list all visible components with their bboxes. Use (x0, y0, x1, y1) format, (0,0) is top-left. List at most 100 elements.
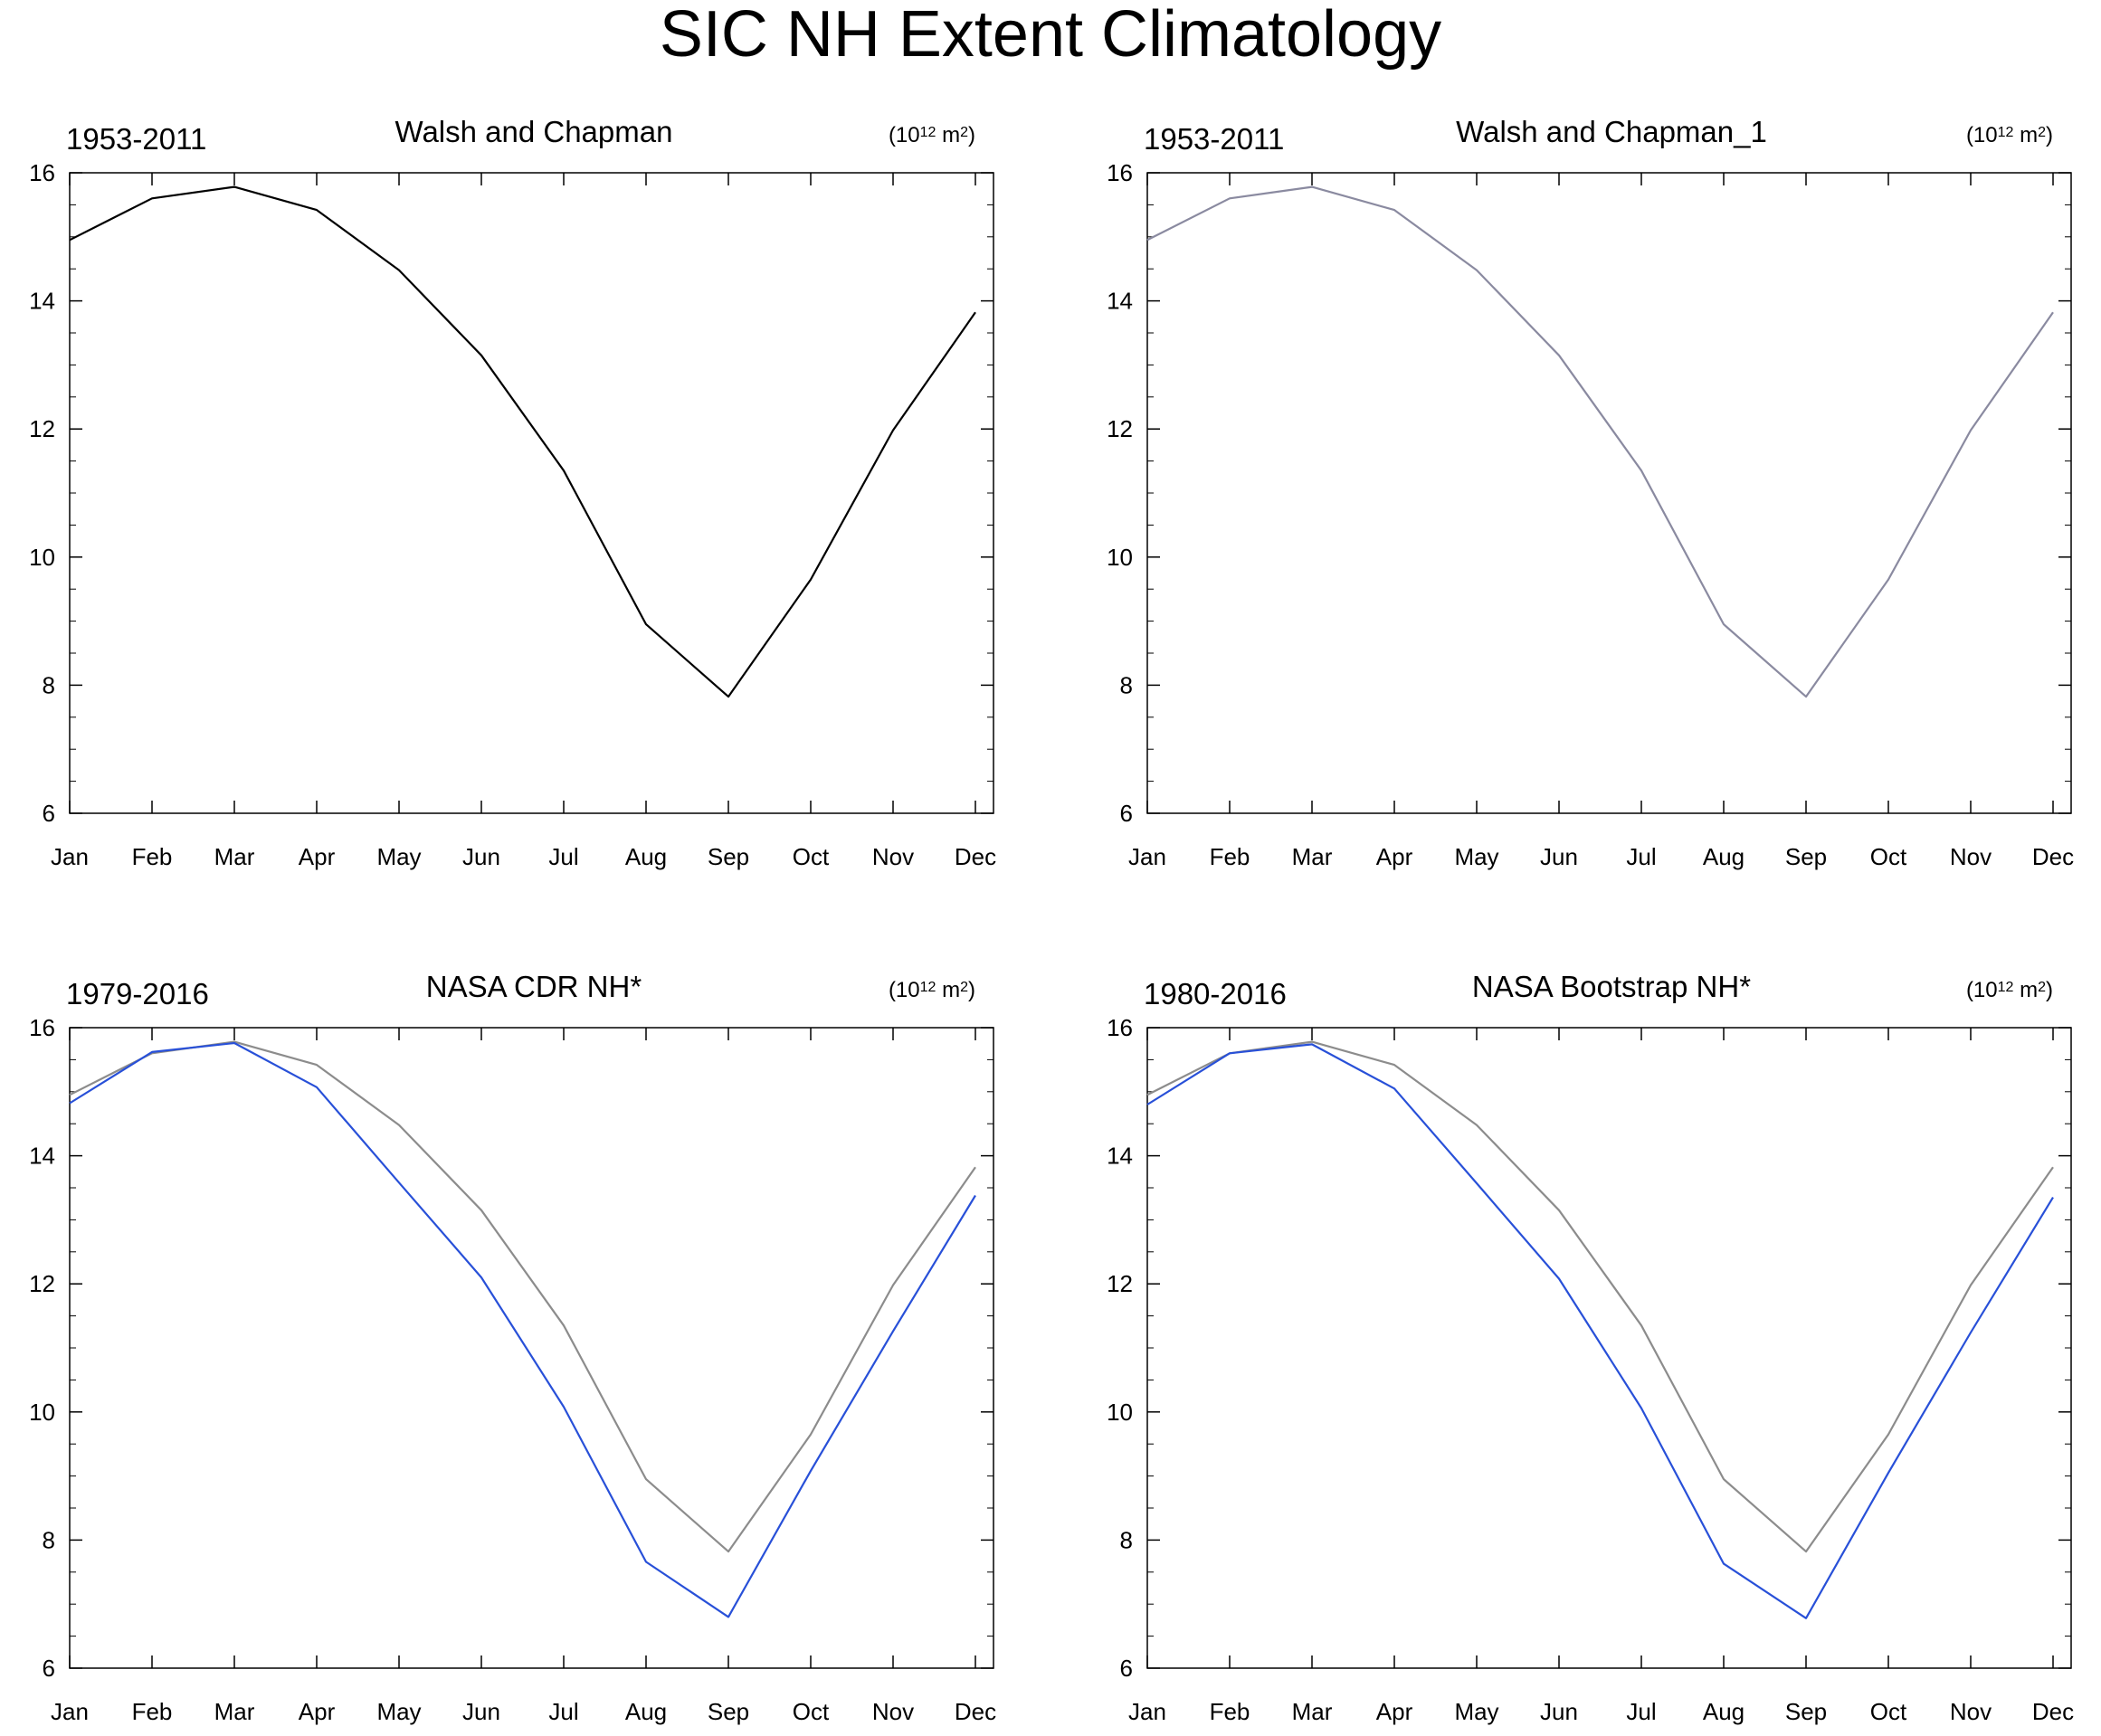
x-tick-label: Apr (299, 843, 336, 870)
x-tick-label: Nov (1950, 843, 1992, 870)
y-tick-label: 6 (43, 800, 55, 827)
y-tick-label: 10 (29, 1399, 55, 1426)
panel-period-label: 1980-2016 (1144, 977, 1287, 1010)
x-tick-label: Jan (51, 1698, 89, 1725)
units-superscript: 2 (2038, 125, 2046, 140)
plot-frame (69, 1027, 994, 1669)
panel-units: (1012 m2) (889, 978, 975, 1002)
units-superscript: 2 (2038, 980, 2046, 995)
x-tick-label: May (1454, 1698, 1498, 1725)
x-tick-label: Feb (1210, 843, 1250, 870)
x-tick-label: Oct (793, 843, 830, 870)
y-tick-label: 16 (29, 1014, 55, 1041)
y-tick-label: 16 (29, 159, 55, 186)
y-tick-label: 10 (1107, 1399, 1133, 1426)
x-tick-label: Apr (1376, 1698, 1413, 1725)
units-text: (10 (1966, 978, 1998, 1002)
panel-title: NASA CDR NH* (426, 970, 642, 1003)
x-tick-label: Feb (132, 843, 173, 870)
units-text: ) (2046, 978, 2053, 1002)
units-superscript: 12 (920, 125, 936, 140)
x-tick-label: Oct (1870, 1698, 1907, 1725)
y-tick-label: 14 (1107, 288, 1133, 315)
y-tick-label: 6 (1120, 1655, 1133, 1682)
x-tick-label: Dec (2032, 843, 2074, 870)
x-tick-label: Jan (1128, 1698, 1166, 1725)
x-tick-label: Feb (1210, 1698, 1250, 1725)
y-tick-label: 16 (1107, 1014, 1133, 1041)
y-tick-label: 8 (1120, 671, 1133, 698)
series-line-2 (1146, 1043, 2054, 1619)
y-tick-label: 10 (29, 544, 55, 571)
panel-period-label: 1979-2016 (66, 977, 209, 1010)
units-text: (10 (1966, 123, 1998, 147)
x-tick-label: Jun (462, 1698, 500, 1725)
x-tick-label: Apr (1376, 843, 1413, 870)
y-tick-label: 8 (43, 1526, 55, 1553)
x-tick-label: Aug (625, 843, 667, 870)
panel-2: 6 8 10 12 14 16 Jan Feb Mar Apr May Jun Jul Aug Sep Oct… (1107, 115, 2074, 870)
units-text: m (936, 123, 960, 147)
plot-frame (1146, 172, 2072, 814)
x-tick-label: Dec (955, 843, 996, 870)
y-tick-label: 14 (29, 288, 55, 315)
units-text: (10 (889, 978, 920, 1002)
units-text: m (936, 978, 960, 1002)
units-superscript: 12 (920, 980, 936, 995)
x-tick-label: Mar (1292, 1698, 1333, 1725)
y-tick-label: 12 (1107, 1270, 1133, 1297)
y-tick-label: 12 (29, 415, 55, 442)
x-tick-label: May (376, 843, 421, 870)
x-tick-label: Jan (51, 843, 89, 870)
x-tick-label: Oct (793, 1698, 830, 1725)
panel-1: 6 8 10 12 14 16 Jan Feb Mar Apr May Jun Jul Aug Sep Oct… (29, 115, 996, 870)
x-tick-label: Sep (1785, 1698, 1827, 1725)
series-line-1 (1146, 185, 2054, 698)
x-tick-label: Jul (548, 1698, 578, 1725)
panel-3: 6 8 10 12 14 16 Jan Feb Mar Apr May Jun Jul Aug Sep Oct… (29, 970, 996, 1725)
x-tick-label: Sep (708, 843, 749, 870)
units-text: ) (968, 978, 975, 1002)
units-text: m (2013, 123, 2038, 147)
x-tick-label: Jun (462, 843, 500, 870)
units-text: m (2013, 978, 2038, 1002)
panel-title: Walsh and Chapman_1 (1456, 115, 1767, 148)
x-tick-label: Dec (955, 1698, 996, 1725)
x-tick-label: Mar (214, 843, 255, 870)
x-tick-label: Sep (708, 1698, 749, 1725)
y-tick-label: 6 (43, 1655, 55, 1682)
x-tick-label: Apr (299, 1698, 336, 1725)
x-tick-label: Jun (1540, 1698, 1578, 1725)
figure-title: SIC NH Extent Climatology (659, 0, 1442, 71)
units-text: ) (2046, 123, 2053, 147)
x-tick-label: Mar (1292, 843, 1333, 870)
x-tick-label: Nov (872, 1698, 914, 1725)
x-tick-label: Jul (1626, 1698, 1656, 1725)
y-tick-label: 12 (29, 1270, 55, 1297)
x-tick-label: Jun (1540, 843, 1578, 870)
y-tick-label: 14 (29, 1143, 55, 1170)
x-tick-label: May (376, 1698, 421, 1725)
panel-units: (1012 m2) (1966, 123, 2053, 147)
x-tick-label: Sep (1785, 843, 1827, 870)
x-tick-label: Aug (1703, 1698, 1744, 1725)
x-tick-label: Aug (625, 1698, 667, 1725)
series-line-1 (1146, 1040, 2054, 1553)
series-line-1 (69, 185, 976, 698)
x-tick-label: Oct (1870, 843, 1907, 870)
x-tick-label: Aug (1703, 843, 1744, 870)
panel-4: 6 8 10 12 14 16 Jan Feb Mar Apr May Jun Jul Aug Sep Oct… (1107, 970, 2074, 1725)
y-tick-label: 12 (1107, 415, 1133, 442)
plot-frame (1146, 1027, 2072, 1669)
y-tick-label: 10 (1107, 544, 1133, 571)
x-tick-label: May (1454, 843, 1498, 870)
panel-period-label: 1953-2011 (1144, 122, 1284, 156)
x-tick-label: Nov (1950, 1698, 1992, 1725)
y-tick-label: 8 (43, 671, 55, 698)
panel-units: (1012 m2) (1966, 978, 2053, 1002)
y-tick-label: 8 (1120, 1526, 1133, 1553)
panel-units: (1012 m2) (889, 123, 975, 147)
units-text: (10 (889, 123, 920, 147)
units-superscript: 12 (1998, 980, 2014, 995)
